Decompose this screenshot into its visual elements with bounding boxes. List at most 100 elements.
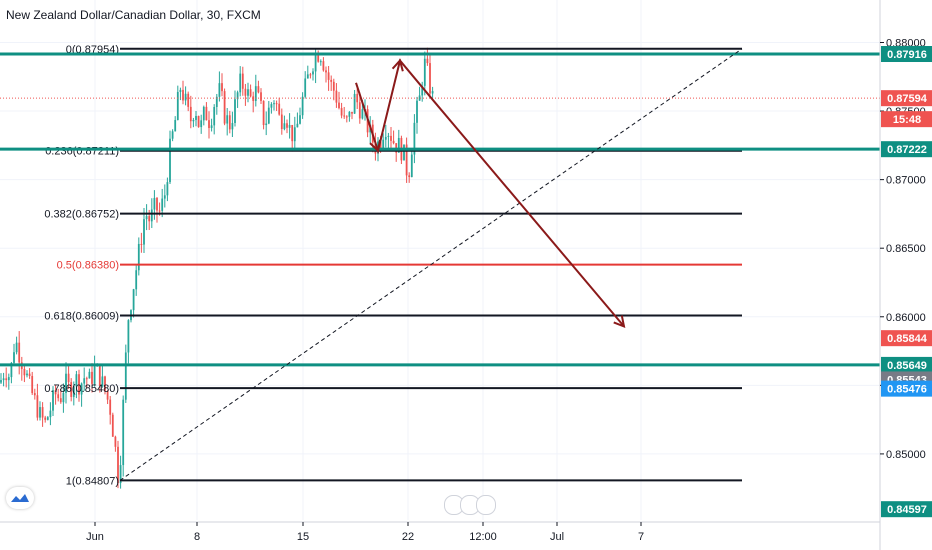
candle: [49, 402, 52, 426]
candle: [23, 363, 26, 383]
candle: [226, 107, 229, 136]
candle: [2, 372, 5, 387]
candle: [200, 114, 203, 134]
candle: [221, 73, 223, 97]
candle: [343, 106, 346, 119]
candle: [114, 435, 117, 452]
candle: [13, 343, 15, 365]
candle: [210, 118, 213, 132]
candle: [405, 137, 408, 183]
candle: [306, 65, 309, 79]
candle: [353, 89, 356, 114]
candle: [429, 54, 431, 98]
candle: [93, 355, 96, 387]
candle: [278, 97, 281, 116]
fib-label: 0.236(0.87211): [45, 146, 119, 158]
candle: [7, 373, 10, 390]
x-tick-label: 8: [194, 531, 200, 543]
candle: [416, 96, 418, 134]
price-axis-label: 0.85844: [881, 330, 932, 347]
candle: [228, 110, 231, 134]
candle: [410, 148, 413, 178]
candle: [132, 288, 135, 318]
candle: [234, 90, 236, 127]
candle: [0, 373, 2, 385]
fib-label: 0.5(0.86380): [57, 260, 119, 272]
candle: [192, 117, 195, 128]
arrowhead-down-icon: [369, 139, 382, 153]
candle: [270, 102, 273, 114]
fib-label: 0.382(0.86752): [44, 209, 119, 221]
y-tick-label: 0.86000: [886, 312, 926, 324]
candle: [319, 59, 322, 66]
candle: [384, 124, 387, 148]
candle: [36, 383, 39, 421]
svg-text:15:48: 15:48: [893, 114, 921, 126]
candle: [387, 132, 390, 149]
tradingview-logo-icon[interactable]: [6, 487, 34, 509]
candle: [104, 375, 106, 395]
price-axis-label: 0.87222: [881, 141, 932, 158]
candle: [223, 88, 226, 126]
candle: [231, 111, 234, 137]
candle: [286, 119, 288, 134]
candle: [124, 344, 127, 403]
candle: [182, 80, 184, 105]
horizontal-levels[interactable]: [0, 52, 880, 367]
projection-arrow[interactable]: [355, 58, 625, 328]
candle: [135, 265, 138, 296]
candle: [166, 177, 169, 202]
candle: [28, 368, 31, 379]
candle: [88, 368, 91, 379]
x-tick-label: 7: [638, 531, 644, 543]
x-tick-label: Jul: [550, 531, 564, 543]
candle: [304, 71, 307, 99]
x-tick-label: Jun: [86, 531, 104, 543]
svg-text:0.85844: 0.85844: [887, 333, 928, 345]
candle: [309, 72, 312, 79]
candle: [299, 107, 301, 125]
candle: [265, 111, 268, 136]
candle: [44, 415, 47, 423]
candle: [288, 113, 291, 139]
candle: [169, 130, 171, 185]
candle: [101, 366, 104, 388]
fib-label: 0.786(0.85480): [44, 383, 119, 395]
candle: [41, 402, 44, 427]
arrowhead-up-icon: [391, 58, 404, 72]
candle: [59, 388, 62, 404]
candle: [267, 101, 270, 125]
price-axis[interactable]: [880, 0, 932, 550]
chart-title: New Zealand Dollar/Canadian Dollar, 30, …: [6, 8, 261, 22]
candle: [257, 80, 260, 94]
candle: [78, 369, 80, 402]
candle: [332, 78, 335, 101]
trend-drawings[interactable]: [119, 48, 743, 481]
candle: [426, 47, 429, 66]
candle: [202, 105, 205, 126]
price-axis-label: 0.85476: [881, 380, 932, 397]
candle: [218, 71, 221, 102]
candle: [205, 102, 208, 121]
candle: [98, 364, 101, 393]
candle: [127, 319, 130, 364]
candle: [296, 112, 299, 128]
candle: [392, 130, 395, 145]
candle: [395, 143, 398, 162]
candle: [283, 115, 286, 131]
trend-line-dashed[interactable]: [119, 48, 743, 481]
candle: [239, 66, 242, 97]
price-axis-label: 0.85649: [881, 356, 932, 373]
candle: [249, 84, 252, 98]
fibonacci-retracement[interactable]: 0(0.87954)0.236(0.87211)0.382(0.86752)0.…: [44, 44, 742, 488]
candle: [262, 100, 265, 130]
candle: [109, 395, 112, 425]
candle: [70, 378, 73, 402]
event-split-icon[interactable]: [476, 495, 496, 515]
candle: [330, 75, 333, 91]
candle: [140, 232, 143, 253]
candle: [117, 440, 119, 489]
candle: [187, 91, 190, 112]
candle: [213, 104, 216, 135]
